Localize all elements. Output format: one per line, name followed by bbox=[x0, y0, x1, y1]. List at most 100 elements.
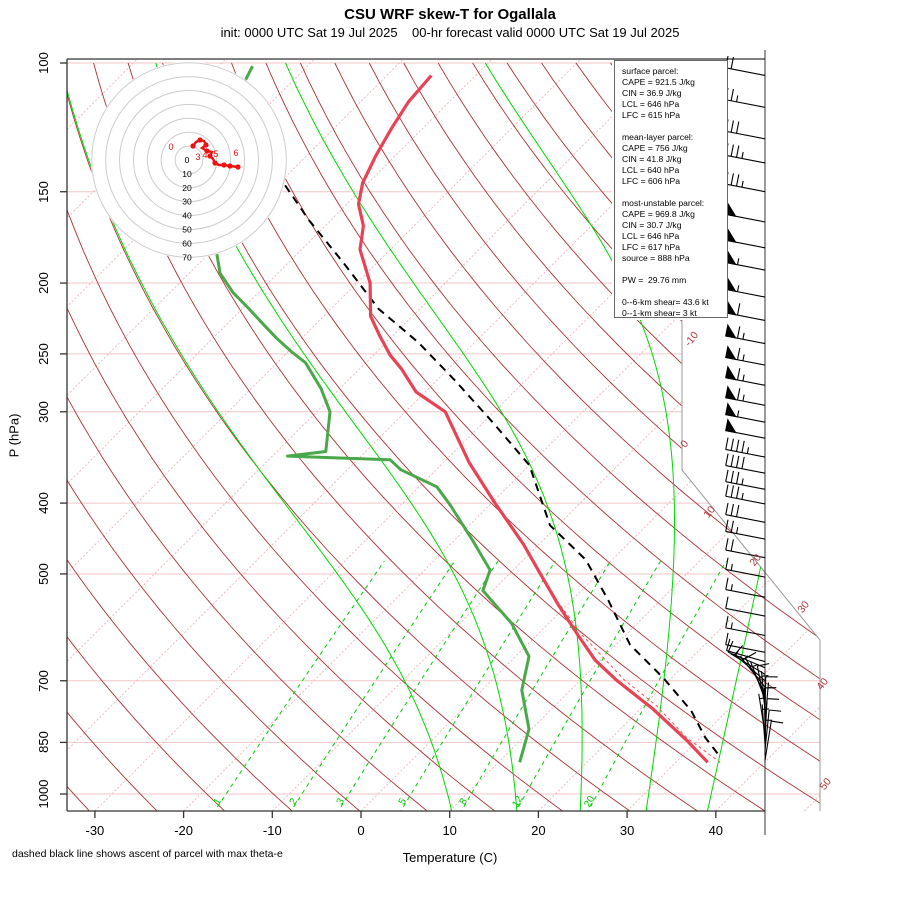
wind-barb bbox=[725, 172, 766, 193]
isotherm-line bbox=[804, 59, 820, 811]
dry-adiabat-line bbox=[334, 62, 820, 811]
info-line: LCL = 646 hPa bbox=[622, 99, 680, 109]
info-line: LCL = 646 hPa bbox=[622, 231, 680, 241]
wind-barb bbox=[725, 469, 766, 490]
y-axis-label: P (hPa) bbox=[6, 413, 22, 458]
mixing-ratio-label: 5 bbox=[397, 796, 410, 807]
isotherm-label: 10 bbox=[701, 504, 718, 521]
dry-adiabat-line bbox=[67, 62, 431, 811]
dry-adiabat-line bbox=[67, 62, 228, 811]
dewpoint-curve bbox=[204, 65, 531, 763]
dry-adiabat-line bbox=[67, 62, 499, 811]
info-line bbox=[622, 286, 727, 297]
wind-barb bbox=[725, 143, 766, 164]
wind-barb bbox=[761, 704, 770, 745]
mixing-ratio-line bbox=[212, 560, 385, 811]
isotherm-label: 0 bbox=[678, 438, 691, 450]
hodograph-ring-label: 10 bbox=[182, 169, 192, 179]
footnote-text: dashed black line shows ascent of parcel… bbox=[12, 848, 283, 860]
hodograph-ring-label: 50 bbox=[182, 225, 192, 235]
info-line: PW = 29.76 mm bbox=[622, 275, 687, 285]
wind-barb bbox=[725, 437, 766, 458]
temperature-tick-label: 20 bbox=[531, 823, 545, 838]
wind-barb bbox=[725, 484, 766, 505]
dry-adiabat-line bbox=[816, 62, 820, 811]
wind-barb bbox=[725, 519, 766, 540]
mixing-ratio-label: 1 bbox=[212, 796, 225, 807]
dry-adiabat-line bbox=[265, 62, 820, 811]
pressure-tick-label: 850 bbox=[36, 731, 51, 753]
mixing-ratio-line bbox=[459, 560, 612, 811]
pressure-tick-label: 250 bbox=[36, 343, 51, 365]
mixing-ratio-line bbox=[398, 560, 556, 811]
pressure-tick-label: 150 bbox=[36, 181, 51, 203]
wind-barb bbox=[764, 720, 784, 761]
info-line: LFC = 615 hPa bbox=[622, 110, 681, 120]
hodograph-ring bbox=[105, 76, 273, 244]
temperature-tick-label: 10 bbox=[442, 823, 456, 838]
wind-barb bbox=[725, 277, 766, 298]
isotherm-line bbox=[538, 59, 820, 811]
wind-barb bbox=[725, 557, 766, 578]
isotherm-line bbox=[67, 59, 759, 811]
hodograph-ring-label: 40 bbox=[182, 211, 192, 221]
info-line: LCL = 640 hPa bbox=[622, 165, 680, 175]
wind-barb bbox=[734, 645, 766, 682]
parcel-info-box: surface parcel: CAPE = 921.5 J/kg CIN = 36… bbox=[614, 60, 728, 318]
info-line bbox=[622, 121, 727, 132]
plot-frame bbox=[66, 50, 766, 835]
moist-adiabat-line bbox=[285, 62, 583, 811]
wind-barb bbox=[725, 577, 766, 598]
hodograph-ring-label: 70 bbox=[182, 252, 192, 262]
info-line: 0--6-km shear= 43.6 kt bbox=[622, 297, 709, 307]
hodograph-ring bbox=[119, 90, 259, 230]
mixing-ratio-line bbox=[586, 560, 727, 811]
isotherm-line bbox=[449, 59, 820, 811]
info-line: CIN = 36.9 J/kg bbox=[622, 88, 682, 98]
wind-barb bbox=[725, 632, 766, 653]
isotherm-line bbox=[715, 59, 820, 811]
hodograph-ring-label: 60 bbox=[182, 238, 192, 248]
virtual-temperature-curve bbox=[560, 605, 721, 763]
mixing-ratio-label: 3 bbox=[335, 796, 348, 807]
dry-adiabat-line bbox=[67, 62, 364, 811]
mixing-ratio-line bbox=[336, 560, 499, 811]
hodograph-trace-dot bbox=[227, 163, 233, 169]
wind-barb bbox=[725, 365, 766, 386]
hodograph-height-label: 6 bbox=[233, 148, 238, 158]
hodograph-ring-label: 0 bbox=[185, 155, 190, 165]
wind-barb bbox=[725, 402, 766, 423]
isotherm-line bbox=[271, 59, 820, 811]
isotherm-label: -10 bbox=[682, 329, 701, 348]
hodograph-ring bbox=[146, 117, 232, 203]
info-line: CIN = 41.8 J/kg bbox=[622, 154, 682, 164]
info-line: most-unstable parcel: bbox=[622, 198, 705, 208]
hodograph-trace-dot bbox=[235, 164, 241, 170]
wind-barb bbox=[725, 345, 766, 366]
wind-barb bbox=[725, 596, 766, 617]
wind-barb bbox=[725, 202, 766, 223]
pressure-tick-label: 200 bbox=[36, 272, 51, 294]
hodograph-height-label: 3 bbox=[195, 152, 200, 162]
info-line: LFC = 606 hPa bbox=[622, 176, 681, 186]
hodograph-height-label: 5 bbox=[213, 149, 218, 159]
isotherm-label: 40 bbox=[814, 676, 831, 693]
info-line: CIN = 30.7 J/kg bbox=[622, 220, 682, 230]
temperature-tick-label: -30 bbox=[86, 823, 105, 838]
hodograph-trace-dot bbox=[207, 153, 213, 159]
isotherm-line bbox=[360, 59, 820, 811]
x-axis-label: Temperature (C) bbox=[402, 850, 498, 865]
wind-barb bbox=[725, 250, 766, 271]
wind-barb bbox=[725, 385, 766, 406]
hodograph-trace-dot bbox=[203, 142, 209, 148]
isotherm-line bbox=[626, 59, 820, 811]
hodograph-ring bbox=[91, 62, 287, 258]
hodograph-trace-dot bbox=[204, 148, 210, 154]
hodograph-ring bbox=[174, 145, 204, 175]
mixing-ratio-label: 12 bbox=[510, 794, 525, 810]
hodograph-ring bbox=[160, 131, 218, 189]
page-title: CSU WRF skew-T for Ogallala bbox=[344, 6, 556, 23]
dry-adiabat-line bbox=[67, 62, 567, 811]
info-line: CAPE = 921.5 J/kg bbox=[622, 77, 695, 87]
